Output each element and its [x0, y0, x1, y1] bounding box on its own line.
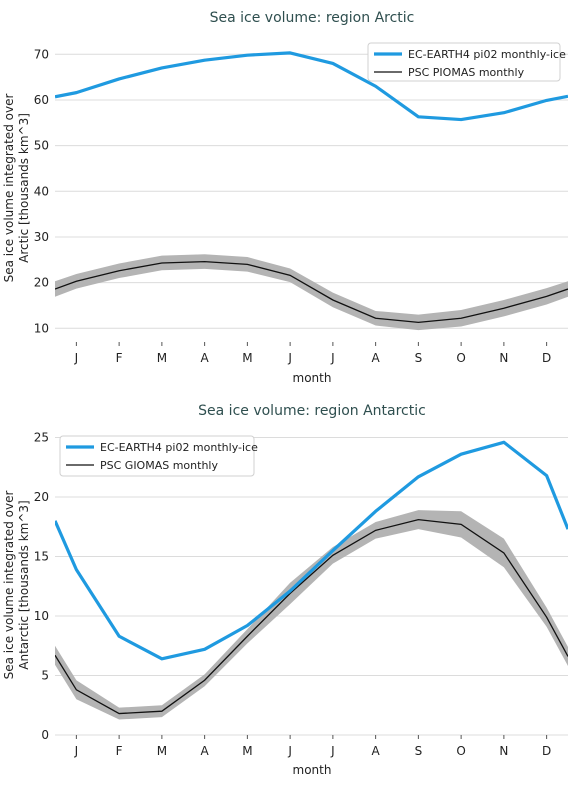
model-series-line: [55, 440, 568, 661]
x-tick-label: F: [116, 351, 123, 365]
plot-area: [55, 51, 568, 331]
obs-spread-band: [55, 254, 568, 331]
y-tick-label: 25: [34, 431, 49, 445]
antarctic-chart: Sea ice volume: region Antarctic month S…: [2, 403, 568, 777]
x-tick-label: J: [287, 744, 292, 758]
x-tick-label: O: [456, 351, 465, 365]
legend-box: [367, 42, 561, 82]
y-tick-label: 5: [41, 669, 49, 683]
y-axis-label-line-1: Sea ice volume integrated over: [2, 94, 16, 283]
x-tick-label: S: [415, 744, 423, 758]
x-tick-label: M: [242, 744, 252, 758]
x-tick-label: A: [372, 351, 381, 365]
legend-obs-label: PSC PIOMAS monthly: [408, 66, 525, 79]
x-tick-label: A: [372, 744, 381, 758]
x-tick-label: J: [74, 351, 79, 365]
chart-title: Sea ice volume: region Antarctic: [198, 403, 426, 419]
x-tick-label: O: [456, 744, 465, 758]
legend-obs-label: PSC GIOMAS monthly: [100, 459, 218, 472]
y-axis-label-line-2: Antarctic [thousands km^3]: [17, 500, 31, 669]
x-axis-label: month: [293, 371, 332, 385]
x-tick-label: M: [242, 351, 252, 365]
x-tick-label: M: [157, 744, 167, 758]
y-tick-label: 40: [34, 184, 49, 198]
legend-box: [59, 435, 255, 477]
y-tick-label: 20: [34, 276, 49, 290]
plot-area: [55, 440, 568, 720]
y-tick-label: 0: [41, 728, 49, 742]
x-tick-label: M: [157, 351, 167, 365]
arctic-chart: Sea ice volume: region Arctic month Sea …: [2, 10, 568, 385]
y-tick-label: 30: [34, 230, 49, 244]
x-axis-label: month: [293, 763, 332, 777]
y-tick-label: 15: [34, 550, 49, 564]
obs-series-line: [55, 518, 568, 715]
x-tick-label: A: [201, 744, 210, 758]
x-tick-label: A: [201, 351, 210, 365]
chart-title: Sea ice volume: region Arctic: [210, 10, 415, 26]
x-tick-label: D: [542, 351, 551, 365]
y-tick-label: 60: [34, 93, 49, 107]
x-tick-label: J: [287, 351, 292, 365]
x-tick-label: F: [116, 744, 123, 758]
y-tick-label: 70: [34, 47, 49, 61]
x-tick-label: N: [499, 351, 508, 365]
x-tick-label: D: [542, 744, 551, 758]
y-tick-label: 10: [34, 321, 49, 335]
legend-model-label: EC-EARTH4 pi02 monthly-ice: [408, 48, 566, 61]
x-tick-label: J: [74, 744, 79, 758]
y-tick-label: 10: [34, 609, 49, 623]
obs-series-line: [55, 260, 568, 324]
x-tick-label: N: [499, 744, 508, 758]
y-tick-label: 20: [34, 490, 49, 504]
legend-model-label: EC-EARTH4 pi02 monthly-ice: [100, 441, 258, 454]
x-tick-label: J: [330, 351, 335, 365]
y-tick-label: 50: [34, 139, 49, 153]
x-tick-label: S: [415, 351, 423, 365]
x-tick-label: J: [330, 744, 335, 758]
y-axis-label-line-1: Sea ice volume integrated over: [2, 491, 16, 680]
obs-spread-band: [55, 510, 568, 720]
y-axis-label-line-2: Arctic [thousands km^3]: [17, 113, 31, 263]
model-series-line: [55, 51, 568, 122]
